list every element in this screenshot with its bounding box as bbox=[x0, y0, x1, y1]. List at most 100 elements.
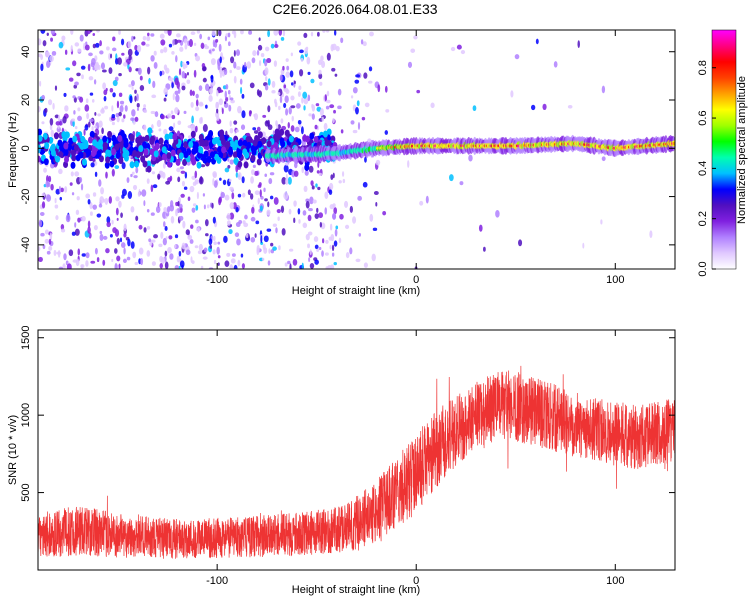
spectrogram-cell bbox=[236, 66, 241, 71]
spectrogram-y-tick-label: 20 bbox=[20, 94, 32, 106]
spectrogram-cell bbox=[240, 124, 246, 131]
spectrogram-cell bbox=[106, 216, 111, 224]
spectrogram-cell bbox=[79, 176, 83, 183]
spectrogram-cell bbox=[178, 215, 184, 221]
spectrogram-cell bbox=[282, 30, 286, 37]
spectrogram-cell bbox=[152, 80, 156, 89]
spectrogram-cell bbox=[179, 166, 185, 170]
spectrogram-cell bbox=[270, 43, 275, 49]
spectrogram-cell bbox=[319, 81, 323, 86]
spectrogram-cell bbox=[50, 149, 56, 157]
spectrogram-cell bbox=[41, 94, 46, 101]
spectrogram-cell bbox=[247, 189, 251, 196]
spectrogram-cell bbox=[333, 207, 338, 215]
spectrogram-cell bbox=[90, 62, 95, 68]
spectrogram-cell bbox=[70, 161, 76, 169]
spectrogram-cell bbox=[279, 74, 283, 82]
spectrogram-cell bbox=[126, 177, 130, 183]
spectrogram-cell bbox=[118, 200, 122, 208]
spectrogram-cell bbox=[157, 173, 161, 180]
snr-y-axis-title: SNR (10 * v/v) bbox=[7, 415, 19, 485]
spectrogram-cell bbox=[384, 85, 388, 93]
spectrogram-cell bbox=[313, 136, 319, 144]
spectrogram-cell bbox=[150, 55, 155, 62]
spectrogram-cell bbox=[375, 159, 381, 166]
spectrogram-cell bbox=[235, 49, 240, 57]
spectrogram-cell bbox=[338, 180, 342, 184]
spectrogram-cell bbox=[59, 120, 62, 126]
spectrogram-cell bbox=[649, 230, 653, 238]
spectrogram-cell bbox=[190, 130, 196, 138]
spectrogram-cell bbox=[102, 82, 107, 90]
spectrogram-cell bbox=[170, 110, 174, 115]
spectrogram-cell bbox=[217, 62, 221, 71]
spectrogram-cell bbox=[159, 33, 165, 39]
spectrogram-cell bbox=[219, 56, 222, 64]
spectrogram-cell bbox=[212, 178, 215, 186]
spectrogram-cell bbox=[164, 133, 170, 141]
spectrogram-cell bbox=[302, 222, 308, 229]
spectrogram-cell bbox=[262, 114, 267, 118]
spectrogram-cell bbox=[49, 124, 53, 131]
spectrogram-cell bbox=[46, 250, 51, 255]
spectrogram-cell bbox=[293, 80, 296, 85]
spectrogram-cell bbox=[138, 224, 143, 230]
spectrogram-cell bbox=[197, 250, 202, 255]
spectrogram-cell bbox=[132, 251, 137, 259]
spectrogram-cell bbox=[117, 135, 123, 143]
spectrogram-cell bbox=[449, 174, 454, 182]
spectrogram-cell bbox=[172, 133, 178, 141]
spectrogram-cell bbox=[155, 205, 161, 214]
spectrogram-cell bbox=[318, 59, 322, 66]
spectrogram-cell bbox=[208, 94, 213, 102]
spectrogram-cell bbox=[210, 58, 216, 66]
spectrogram-cell bbox=[213, 241, 217, 246]
spectrogram-cell bbox=[243, 161, 249, 169]
spectrogram-cell bbox=[195, 219, 199, 224]
spectrogram-y-axis-title: Frequency (Hz) bbox=[7, 112, 19, 188]
spectrogram-cell bbox=[162, 162, 166, 169]
spectrogram-cell bbox=[345, 252, 350, 259]
spectrogram-cell bbox=[330, 43, 334, 52]
spectrogram-cell bbox=[184, 43, 188, 50]
spectrogram-cell bbox=[143, 148, 149, 156]
spectrogram-cell bbox=[184, 38, 188, 45]
colorbar-gradient bbox=[712, 30, 736, 269]
spectrogram-cell bbox=[114, 76, 119, 82]
spectrogram-cell bbox=[233, 49, 236, 57]
spectrogram-cell bbox=[148, 238, 152, 243]
spectrogram-cell bbox=[38, 38, 42, 46]
spectrogram-cell bbox=[89, 202, 93, 210]
spectrogram-cell bbox=[324, 94, 327, 102]
spectrogram-cell bbox=[89, 211, 93, 216]
spectrogram-cell bbox=[232, 151, 238, 159]
spectrogram-cell bbox=[138, 136, 144, 144]
spectrogram-cell bbox=[151, 171, 156, 175]
spectrogram-cell bbox=[190, 31, 196, 36]
spectrogram-cell bbox=[298, 219, 301, 224]
spectrogram-cell bbox=[360, 39, 364, 45]
spectrogram-cell bbox=[228, 229, 233, 235]
spectrogram-cell bbox=[309, 132, 315, 140]
spectrogram-cell bbox=[299, 49, 304, 54]
spectrogram-cell bbox=[241, 263, 245, 269]
spectrogram-cell bbox=[104, 105, 109, 110]
spectrogram-cell bbox=[181, 85, 186, 91]
spectrogram-cell bbox=[140, 155, 146, 163]
spectrogram-cell bbox=[171, 114, 176, 120]
spectrogram-cell bbox=[103, 95, 107, 102]
spectrogram-cell bbox=[257, 140, 263, 148]
spectrogram-cell bbox=[321, 250, 324, 257]
spectrogram-cell bbox=[115, 196, 120, 202]
spectrogram-cell bbox=[257, 184, 262, 188]
spectrogram-cell bbox=[242, 220, 246, 225]
spectrogram-cell bbox=[204, 219, 209, 227]
spectrogram-cell bbox=[242, 192, 246, 198]
spectrogram-cell bbox=[293, 170, 299, 177]
spectrogram-cell bbox=[262, 243, 266, 251]
spectrogram-cell bbox=[278, 105, 281, 111]
spectrogram-cell bbox=[93, 224, 98, 231]
spectrogram-cell bbox=[177, 201, 180, 207]
spectrogram-cell bbox=[274, 101, 278, 108]
